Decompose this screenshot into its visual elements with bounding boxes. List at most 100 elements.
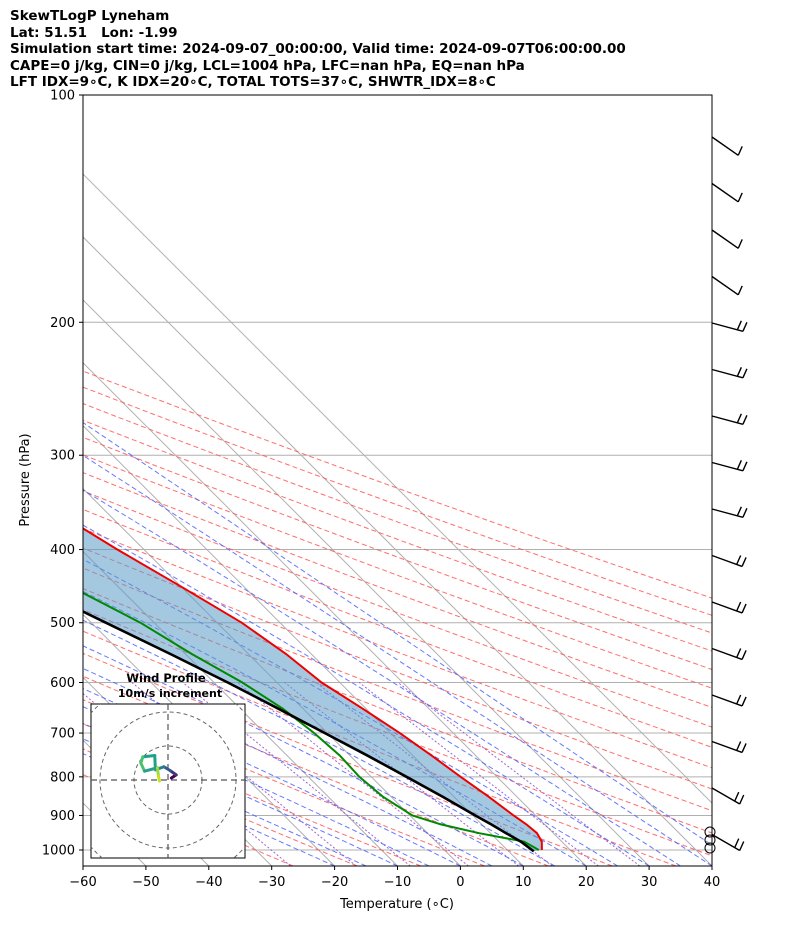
x-tick-label: 0	[456, 875, 464, 890]
chart-title: SkewTLogP Lyneham	[10, 8, 170, 24]
wind-barb	[711, 506, 748, 518]
barb-flag	[736, 506, 742, 517]
y-axis-ticks: 100 200 300 400 500 600 700 800 900 1000	[42, 89, 83, 859]
dry-adiabat	[83, 386, 712, 616]
mixing-ratio-line	[284, 682, 520, 866]
wind-barb	[711, 694, 747, 707]
wind-barb	[711, 740, 747, 754]
y-tick-label: 500	[50, 616, 75, 631]
isotherm-line	[83, 173, 712, 804]
plot-area	[83, 173, 712, 866]
mixing-ratio-line	[397, 682, 641, 866]
barb-flag	[736, 648, 742, 658]
wind-barb	[711, 554, 747, 568]
barb-flag	[742, 321, 748, 332]
isotherm-line	[83, 362, 587, 866]
dry-adiabat	[83, 370, 712, 599]
dry-adiabat	[83, 567, 712, 812]
hodograph-subtitle: 10m/s increment	[118, 687, 222, 700]
dry-adiabat	[83, 652, 613, 866]
moist-adiabat	[83, 687, 461, 866]
moist-adiabat	[83, 590, 587, 866]
hodograph-title: Wind Profile	[126, 671, 206, 685]
x-tick-label: 30	[641, 875, 658, 890]
dry-adiabat	[83, 675, 549, 866]
wind-barb	[711, 275, 743, 296]
wind-barb	[711, 601, 747, 614]
y-tick-label: 900	[50, 809, 75, 824]
y-tick-label: 1000	[42, 844, 75, 859]
cin-shading	[83, 528, 542, 852]
barb-staff	[711, 787, 741, 805]
barb-flag	[736, 694, 742, 705]
y-axis-label: Pressure (hPa)	[18, 433, 33, 526]
wind-barb	[711, 460, 748, 472]
dry-adiabat	[83, 723, 421, 866]
dry-adiabat	[83, 609, 712, 857]
dry-adiabat	[83, 547, 712, 790]
hodograph-inset: Wind Profile 10m/s increment	[90, 671, 246, 859]
temperature-line	[83, 527, 543, 851]
dry-adiabat	[83, 528, 712, 769]
barb-flag	[737, 285, 743, 296]
cape-line: CAPE=0 j/kg, CIN=0 j/kg, LCL=1004 hPa, L…	[10, 57, 525, 74]
barb-flag	[741, 557, 747, 567]
wind-barb	[711, 833, 745, 852]
wind-barb	[711, 320, 748, 332]
barb-staff	[711, 136, 739, 156]
moist-adiabat	[83, 422, 712, 846]
moist-adiabat	[83, 645, 524, 866]
hodograph-plot	[91, 704, 245, 858]
hodograph-segment	[156, 774, 161, 783]
isotherm-line	[83, 236, 712, 866]
x-tick-label: 40	[704, 875, 721, 890]
dry-adiabat	[83, 436, 712, 670]
wind-barb	[711, 647, 747, 661]
moist-adiabat	[83, 524, 650, 866]
y-tick-label: 600	[50, 676, 75, 691]
barb-flag	[742, 414, 748, 425]
y-tick-label: 100	[50, 89, 75, 104]
moist-adiabat	[83, 722, 398, 866]
barb-flag	[742, 461, 748, 472]
hodograph-segment	[143, 766, 159, 773]
barb-flag	[741, 743, 747, 753]
isotherm-line	[83, 865, 84, 866]
barb-flag	[741, 696, 747, 707]
isotherm-line	[83, 299, 650, 866]
y-tick-label: 700	[50, 727, 75, 742]
barb-flag	[736, 367, 742, 377]
x-tick-label: −10	[384, 875, 411, 890]
barb-flag	[734, 838, 740, 848]
barb-flag	[736, 741, 742, 751]
parcel-profile-line	[83, 610, 535, 853]
barb-flag	[736, 601, 742, 612]
location-line: Lat: 51.51 Lon: -1.99	[10, 24, 178, 41]
isotherm-line	[83, 550, 398, 866]
barb-staff	[711, 229, 739, 249]
calm-wind-circle	[704, 834, 716, 846]
mixing-ratio-line	[358, 682, 599, 866]
hodograph-segment	[141, 754, 157, 759]
y-tick-label: 200	[50, 316, 75, 331]
y-tick-label: 400	[50, 543, 75, 558]
calm-wind-circle	[704, 826, 716, 838]
barb-flag	[734, 791, 740, 802]
moist-adiabat	[83, 454, 712, 866]
barb-flag	[739, 794, 745, 805]
barb-flag	[739, 841, 745, 851]
barb-staff	[711, 182, 739, 203]
x-tick-label: −50	[132, 875, 159, 890]
y-tick-label: 300	[50, 449, 75, 464]
wind-barb	[711, 229, 743, 249]
x-tick-label: 10	[515, 875, 532, 890]
dewpoint-line	[83, 591, 540, 851]
barb-flag	[737, 239, 743, 249]
y-tick-label: 800	[50, 770, 75, 785]
wind-barb	[711, 136, 743, 156]
wind-barb	[711, 182, 743, 203]
dry-adiabat	[83, 403, 712, 634]
barb-flag	[741, 650, 747, 660]
x-axis-ticks: −60 −50 −40 −30 −20 −10 0 10 20 30 40	[69, 866, 720, 890]
barb-flag	[736, 413, 742, 424]
